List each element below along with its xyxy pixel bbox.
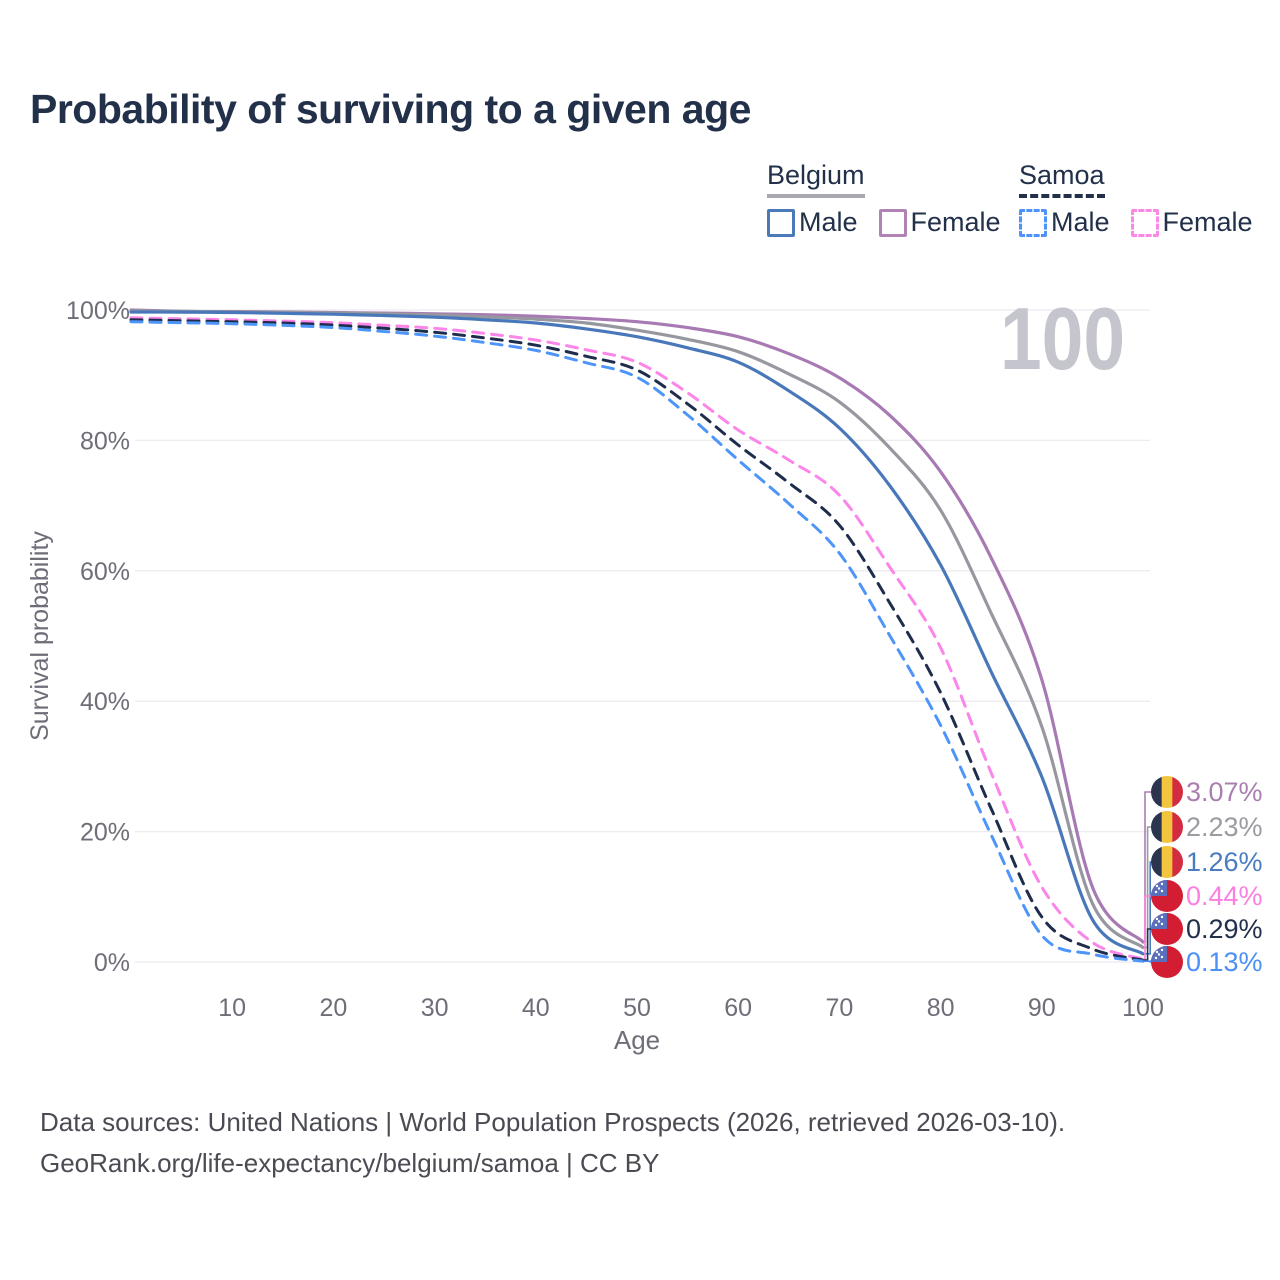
legend-item-label: Female	[1162, 207, 1253, 237]
data-sources-line: Data sources: United Nations | World Pop…	[40, 1107, 1066, 1137]
legend-item-label: Male	[1051, 207, 1110, 237]
attribution-line: GeoRank.org/life-expectancy/belgium/samo…	[40, 1148, 660, 1178]
legend-group-belgium: Belgium Male Female	[767, 160, 1001, 238]
samoa-flag-icon	[1151, 946, 1183, 978]
survival-curve-belgium-male	[129, 310, 1145, 956]
legend: Belgium Male Female Samoa Male	[0, 160, 1280, 250]
y-tick-label-80: 80%	[80, 427, 130, 455]
legend-item-label: Male	[799, 207, 858, 237]
survival-curve-samoa-male	[129, 320, 1145, 963]
footer: Data sources: United Nations | World Pop…	[40, 1102, 1065, 1184]
legend-group-samoa: Samoa Male Female	[1019, 160, 1253, 238]
x-tick-label-80: 80	[927, 994, 955, 1022]
x-tick-label-30: 30	[421, 994, 449, 1022]
end-label-value-belgium-female: 3.07%	[1186, 777, 1263, 807]
legend-item-label: Female	[910, 207, 1001, 237]
survival-curve-samoa-female	[129, 316, 1145, 961]
end-label-value-belgium-male: 1.26%	[1186, 847, 1263, 877]
y-tick-label-60: 60%	[80, 558, 130, 586]
age-watermark: 100	[1000, 289, 1125, 388]
x-tick-label-40: 40	[522, 994, 550, 1022]
belgium-flag-icon	[1151, 811, 1183, 843]
x-tick-label-50: 50	[623, 994, 651, 1022]
end-label-value-samoa-total: 0.29%	[1186, 914, 1263, 944]
survival-curve-belgium-female	[129, 308, 1145, 944]
samoa-female-swatch-icon	[1130, 208, 1159, 237]
legend-item-samoa-female[interactable]: Female	[1130, 207, 1253, 238]
survival-curve-belgium-total	[129, 309, 1145, 950]
legend-group-title-samoa: Samoa	[1019, 160, 1105, 198]
samoa-flag-icon	[1151, 913, 1183, 945]
page-title: Probability of surviving to a given age	[30, 86, 751, 132]
belgium-flag-icon	[1151, 776, 1183, 808]
y-tick-label-20: 20%	[80, 819, 130, 847]
x-tick-label-20: 20	[319, 994, 347, 1022]
legend-item-belgium-male[interactable]: Male	[767, 207, 858, 238]
x-axis-title: Age	[614, 1025, 660, 1055]
end-label-connector-belgium-female	[1143, 791, 1151, 943]
x-tick-label-10: 10	[218, 994, 246, 1022]
legend-group-title-belgium: Belgium	[767, 160, 865, 198]
end-label-value-samoa-male: 0.13%	[1186, 947, 1263, 977]
legend-item-samoa-male[interactable]: Male	[1019, 207, 1110, 238]
belgium-male-swatch-icon	[767, 208, 795, 237]
survival-curve-samoa-total	[129, 318, 1145, 962]
end-label-value-belgium-total: 2.23%	[1186, 812, 1263, 842]
y-axis-title: Survival probability	[26, 531, 54, 741]
end-label-connector-samoa-female	[1143, 895, 1151, 960]
samoa-male-swatch-icon	[1019, 208, 1047, 237]
y-tick-label-0: 0%	[94, 949, 130, 977]
end-label-connector-belgium-male	[1143, 861, 1151, 955]
y-tick-label-40: 40%	[80, 688, 130, 716]
belgium-female-swatch-icon	[878, 208, 907, 237]
end-label-connector-samoa-male	[1143, 960, 1151, 963]
x-tick-label-90: 90	[1028, 994, 1056, 1022]
legend-item-belgium-female[interactable]: Female	[878, 207, 1001, 238]
end-label-connector-samoa-total	[1143, 928, 1151, 961]
end-label-value-samoa-female: 0.44%	[1186, 881, 1263, 911]
samoa-flag-icon	[1151, 880, 1183, 912]
x-tick-label-60: 60	[724, 994, 752, 1022]
x-tick-label-70: 70	[825, 994, 853, 1022]
x-tick-label-100: 100	[1122, 994, 1164, 1022]
belgium-flag-icon	[1151, 846, 1183, 878]
y-tick-label-100: 100%	[66, 297, 130, 325]
